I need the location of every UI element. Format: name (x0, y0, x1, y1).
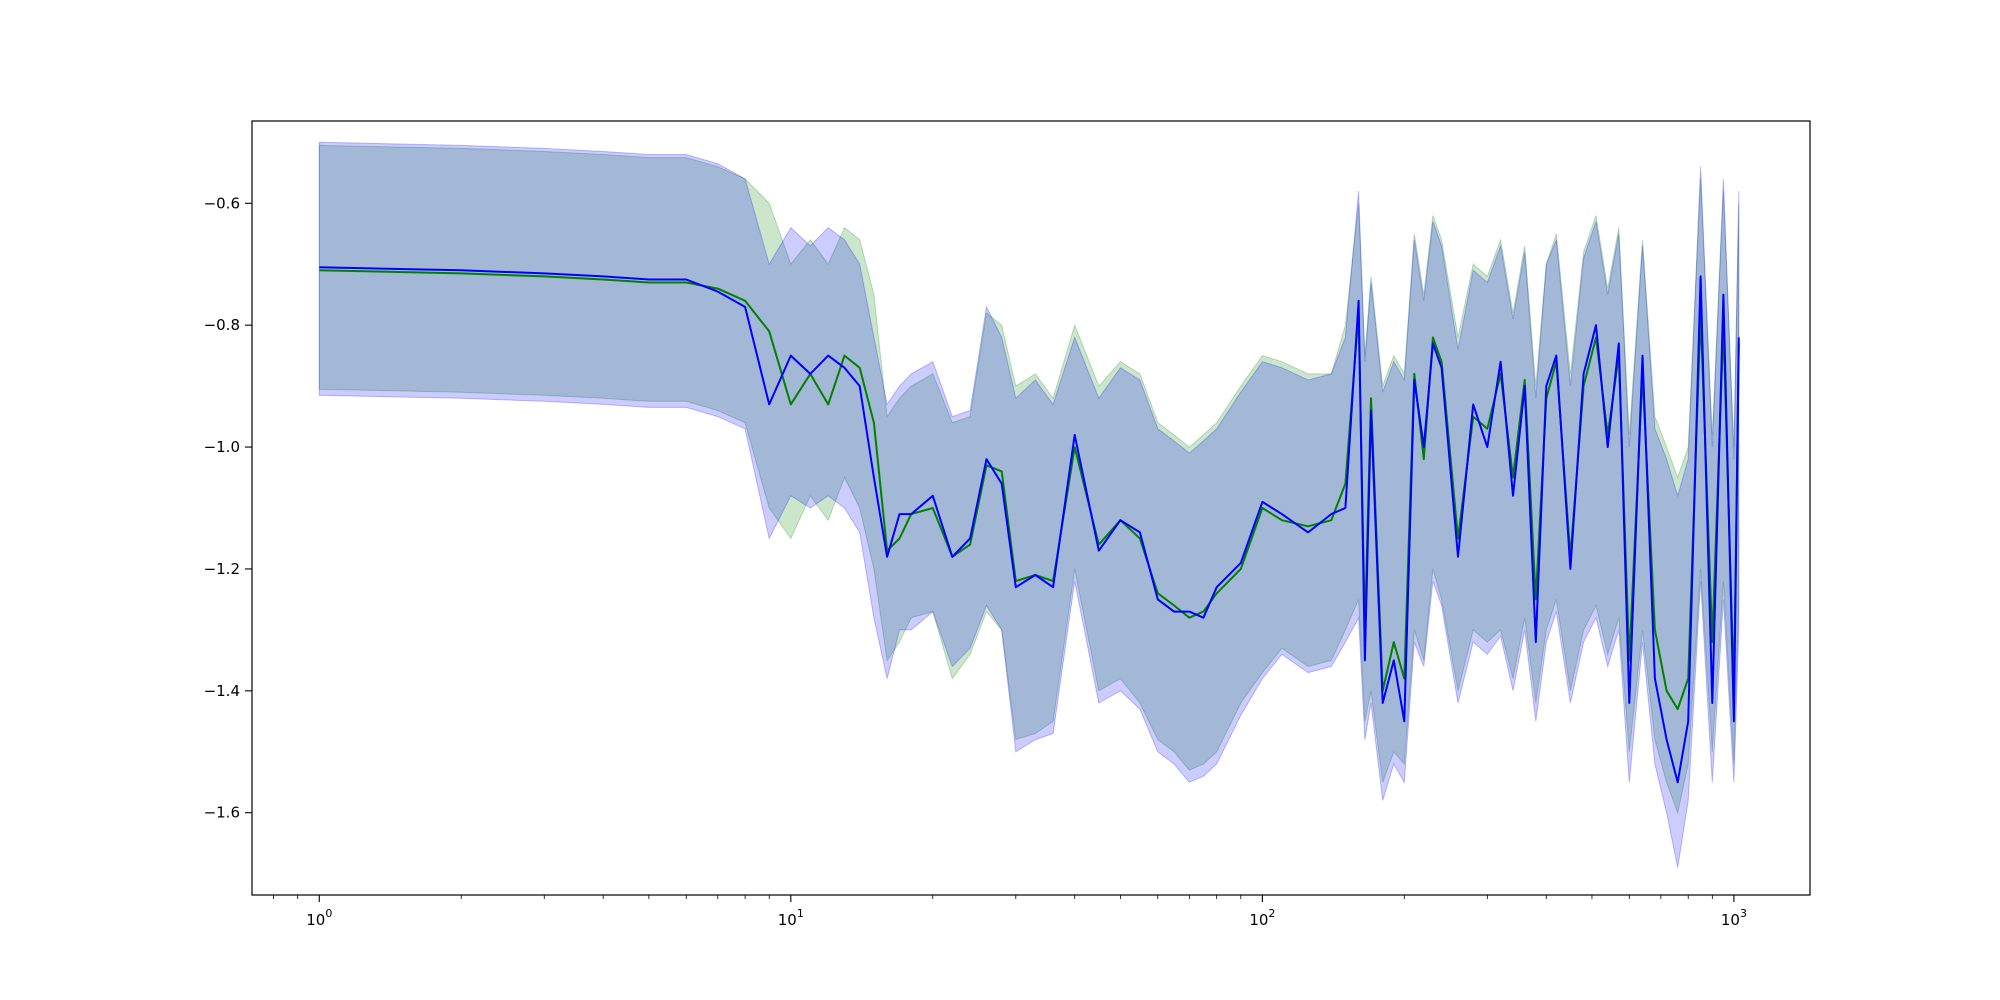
plot-area-frame (251, 120, 1811, 896)
y-tick-label: −1.2 (204, 560, 240, 578)
x-axis: 100 101 102 103 (273, 895, 1747, 929)
x-tick-label-base: 10 (306, 911, 325, 929)
x-tick-label-base: 10 (778, 911, 797, 929)
series-1-band (318, 144, 1740, 815)
x-tick-label-base: 10 (1721, 911, 1740, 929)
x-tick-label-exponent: 1 (797, 907, 804, 920)
x-tick-label-base: 10 (1249, 911, 1268, 929)
x-tick-label: 102 (1249, 907, 1275, 929)
y-tick-label: −1.0 (204, 438, 240, 456)
y-axis: −0.6 −0.8 −1.0 −1.2 −1.4 −1.6 (204, 194, 252, 822)
y-tick-label: −0.8 (204, 316, 240, 334)
x-tick-label-exponent: 3 (1740, 907, 1747, 920)
series-2-line (319, 266, 1740, 784)
x-tick-label: 100 (306, 907, 332, 929)
y-tick-label: −1.6 (204, 804, 240, 822)
x-tick-label-exponent: 0 (325, 907, 332, 920)
series-lines (319, 266, 1740, 784)
x-tick-label-exponent: 2 (1268, 907, 1275, 920)
x-tick-label: 101 (778, 907, 804, 929)
x-tick-label: 103 (1721, 907, 1747, 929)
y-tick-label: −0.6 (204, 194, 240, 212)
y-tick-label: −1.4 (204, 682, 240, 700)
